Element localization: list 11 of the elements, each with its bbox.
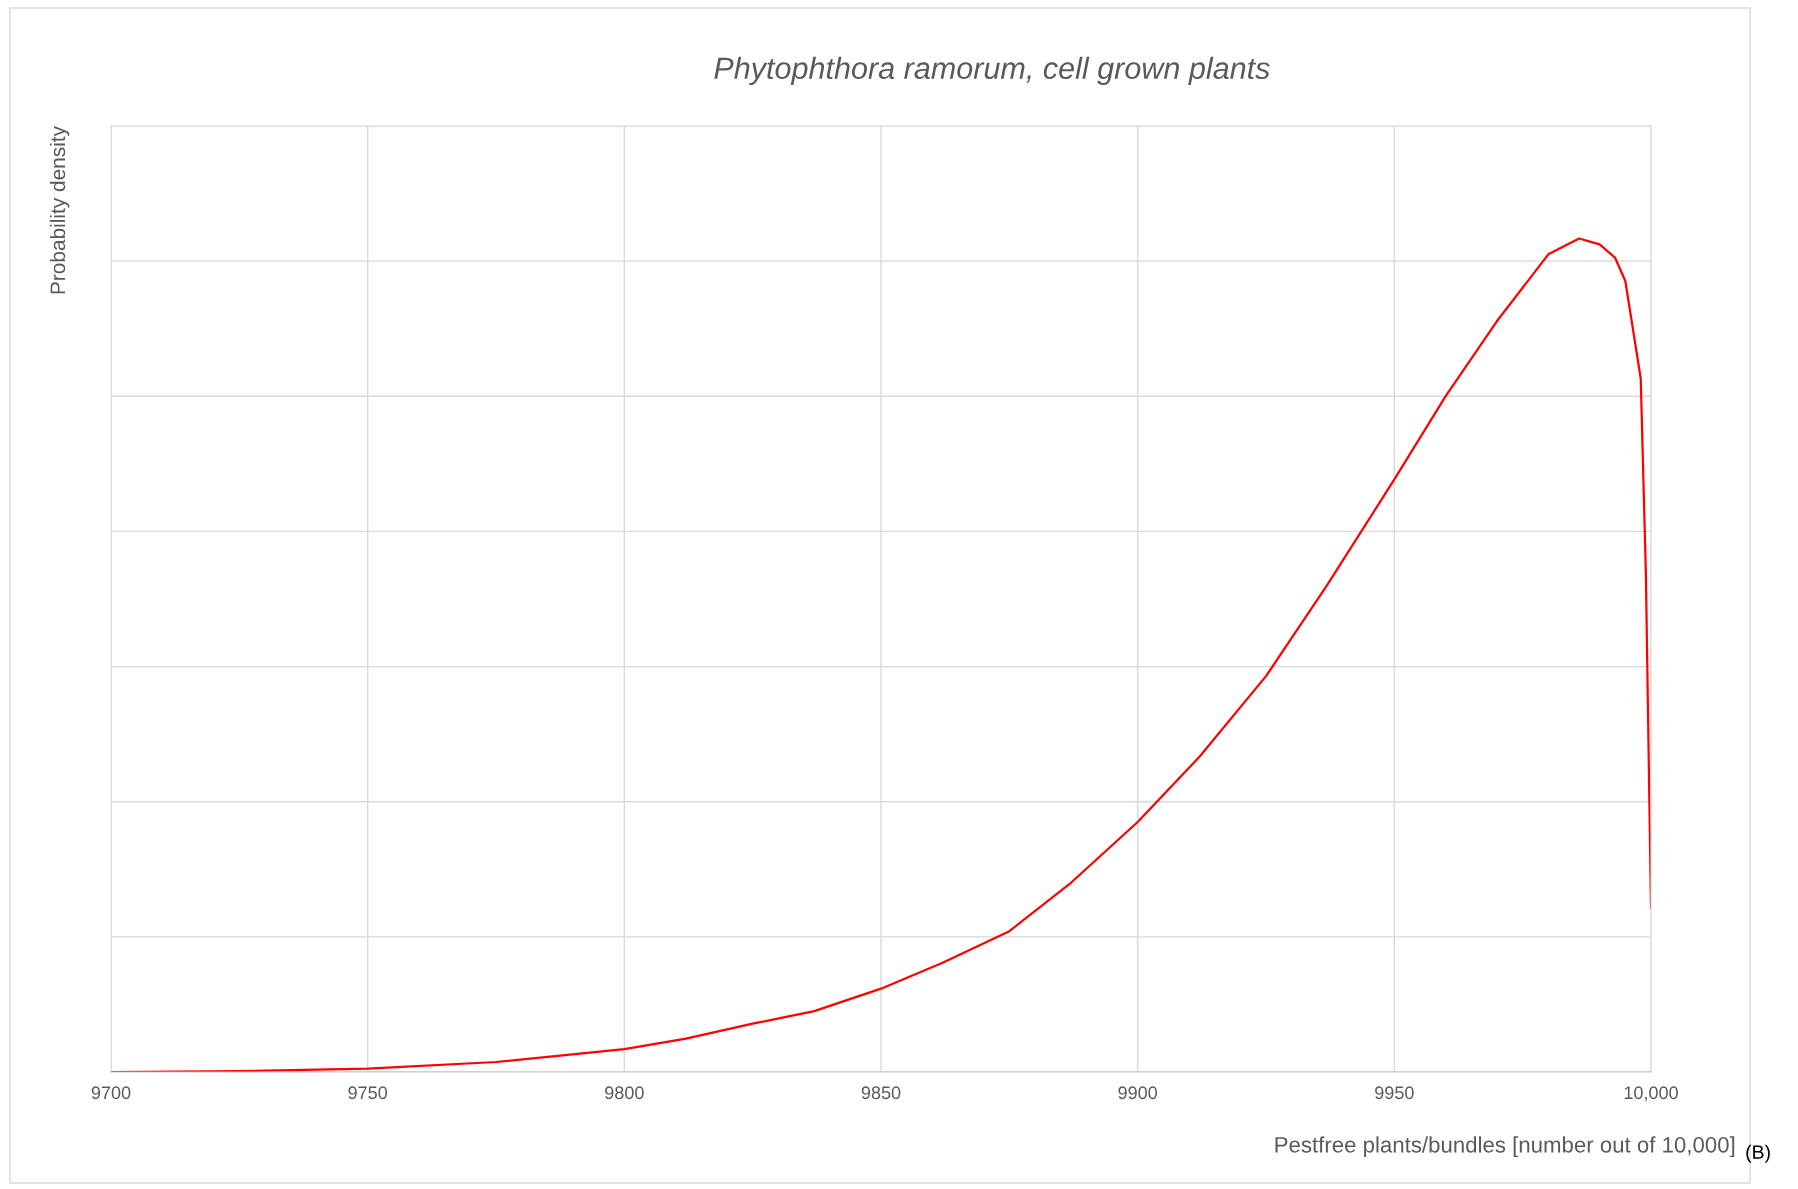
x-tick-label: 9700 <box>91 1086 131 1100</box>
y-axis-title: Probability density <box>49 126 70 294</box>
x-axis-title: Pestfree plants/bundles [number out of 10,000] <box>1275 1136 1735 1158</box>
x-tick-label: 9900 <box>1118 1086 1158 1100</box>
x-tick-label: 9950 <box>1375 1086 1414 1100</box>
x-tick-label: 9850 <box>861 1086 901 1100</box>
x-tick-label: 10,000 <box>1624 1086 1678 1102</box>
x-tick-label: 9800 <box>605 1086 644 1100</box>
x-tick-label: 9750 <box>348 1086 388 1100</box>
chart-title: Phytophthora ramorum, cell grown plants <box>714 56 1270 86</box>
text: (B) <box>1746 1144 1770 1163</box>
